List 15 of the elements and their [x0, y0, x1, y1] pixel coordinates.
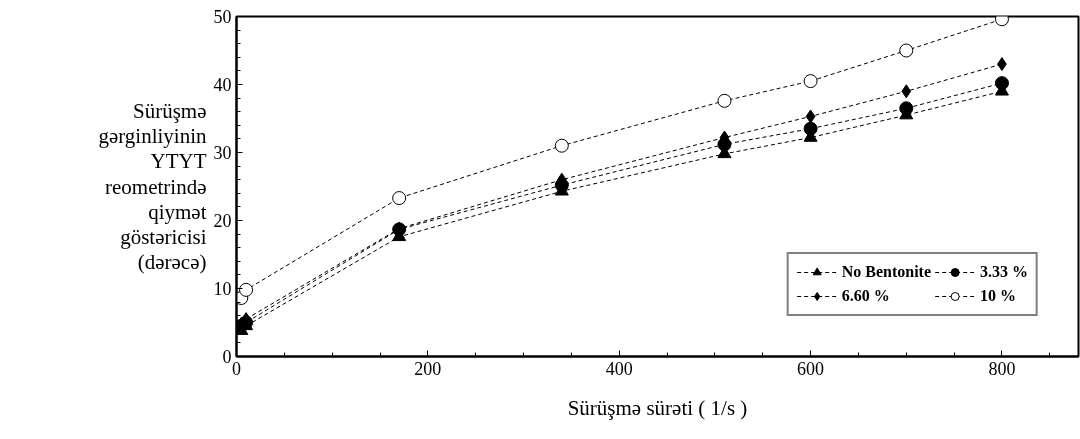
y-tick-label: 10: [213, 279, 232, 299]
x-tick-label: 800: [988, 358, 1016, 379]
x-tick-label: 600: [797, 358, 825, 379]
y-tick-label: 20: [213, 211, 232, 231]
legend-label: No Bentonite: [841, 263, 931, 281]
y-axis-title: Sürüşmə gərginliyinin YTYT reometrində qiymət göstəricisi (dərəcə): [98, 98, 207, 275]
x-tick-label: 200: [414, 358, 442, 379]
x-tick-label: 400: [605, 358, 633, 379]
y-tick-label: 30: [213, 143, 232, 163]
y-tick-label: 40: [213, 75, 232, 95]
legend-label: 10 %: [980, 287, 1016, 305]
y-tick-label: 50: [213, 7, 232, 27]
x-axis-title: Sürüşmə sürəti ( 1/s ): [567, 395, 748, 420]
legend-label: 6.60 %: [841, 287, 890, 305]
legend-label: 3.33 %: [980, 263, 1028, 281]
